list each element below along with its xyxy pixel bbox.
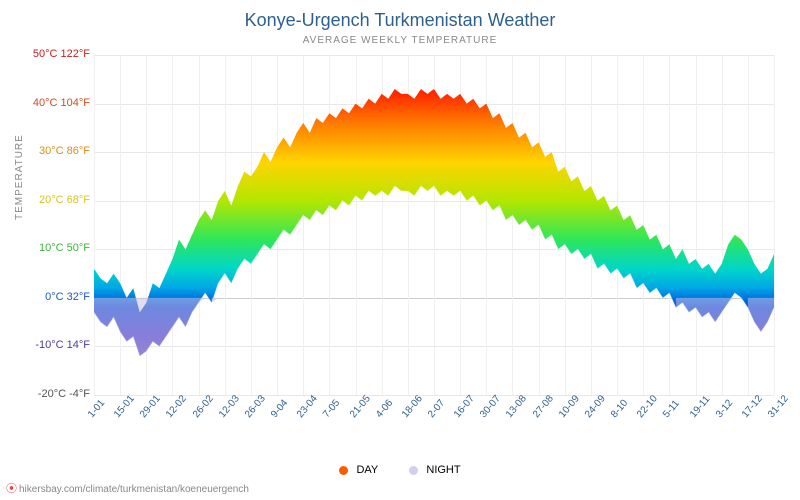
x-tick-label: 24-09 xyxy=(583,393,608,420)
x-tick-label: 30-07 xyxy=(478,393,503,420)
legend-night-dot-icon xyxy=(409,466,418,475)
x-tick-label: 2-07 xyxy=(426,398,447,420)
x-tick-label: 10-09 xyxy=(557,393,582,420)
y-tick-label: -10°C 14°F xyxy=(30,339,90,351)
x-tick-label: 15-01 xyxy=(112,393,137,420)
temperature-area-chart xyxy=(94,55,774,395)
x-tick-label: 8-10 xyxy=(609,398,630,420)
legend-day: DAY xyxy=(339,464,378,476)
source-attribution: ⦿hikersbay.com/climate/turkmenistan/koen… xyxy=(6,480,249,496)
x-tick-label: 3-12 xyxy=(714,398,735,420)
x-tick-label: 26-03 xyxy=(243,393,268,420)
x-tick-label: 31-12 xyxy=(766,393,791,420)
legend: DAY NIGHT xyxy=(0,464,800,476)
x-tick-label: 12-02 xyxy=(164,393,189,420)
weather-chart-container: Konye-Urgench Turkmenistan Weather AVERA… xyxy=(0,0,800,500)
x-tick-label: 22-10 xyxy=(635,393,660,420)
y-tick-label: -20°C -4°F xyxy=(30,388,90,400)
x-tick-label: 13-08 xyxy=(504,393,529,420)
day-temperature-area xyxy=(94,89,774,356)
x-tick-label: 17-12 xyxy=(740,393,765,420)
chart-subtitle: AVERAGE WEEKLY TEMPERATURE xyxy=(0,35,800,46)
source-url: hikersbay.com/climate/turkmenistan/koene… xyxy=(19,484,249,495)
x-tick-label: 7-05 xyxy=(321,398,342,420)
x-tick-label: 19-11 xyxy=(688,394,712,420)
x-tick-label: 16-07 xyxy=(452,393,477,420)
y-tick-label: 50°C 122°F xyxy=(30,48,90,60)
legend-night-label: NIGHT xyxy=(426,464,460,476)
x-tick-label: 4-06 xyxy=(374,398,395,420)
y-tick-label: 20°C 68°F xyxy=(30,194,90,206)
x-tick-label: 18-06 xyxy=(400,393,425,420)
x-tick-label: 26-02 xyxy=(191,393,216,420)
legend-day-dot-icon xyxy=(339,466,348,475)
x-tick-label: 29-01 xyxy=(138,393,163,420)
legend-night: NIGHT xyxy=(409,464,460,476)
location-pin-icon: ⦿ xyxy=(6,483,17,495)
legend-day-label: DAY xyxy=(356,464,378,476)
y-axis-label: TEMPERATURE xyxy=(14,134,25,220)
y-tick-label: 40°C 104°F xyxy=(30,97,90,109)
x-tick-label: 27-08 xyxy=(531,393,556,420)
x-tick-label: 12-03 xyxy=(217,393,242,420)
x-tick-label: 23-04 xyxy=(295,393,320,420)
x-tick-label: 9-04 xyxy=(269,398,290,420)
chart-title: Konye-Urgench Turkmenistan Weather xyxy=(0,0,800,31)
y-tick-label: 30°C 86°F xyxy=(30,145,90,157)
x-tick-label: 21-05 xyxy=(348,393,373,420)
x-tick-label: 1-01 xyxy=(86,398,107,420)
y-tick-label: 10°C 50°F xyxy=(30,242,90,254)
y-tick-label: 0°C 32°F xyxy=(30,291,90,303)
x-tick-label: 5-11 xyxy=(661,398,682,420)
